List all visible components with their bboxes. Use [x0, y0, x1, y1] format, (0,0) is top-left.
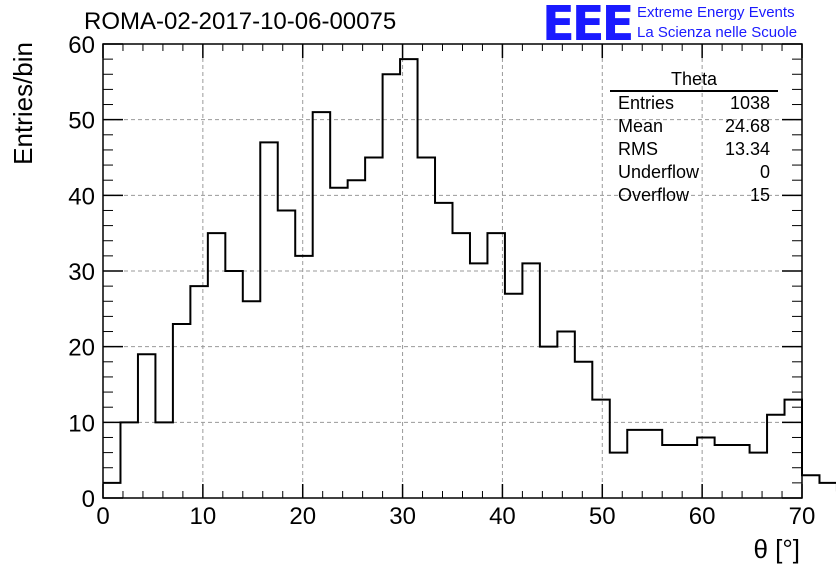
stats-box: Theta Entries 1038 Mean 24.68 RMS 13.34 …: [610, 68, 778, 207]
stat-row-entries: Entries 1038: [610, 92, 778, 115]
y-tick-label: 10: [68, 410, 95, 437]
histogram-bin: [243, 301, 260, 498]
histogram-bin: [348, 180, 365, 498]
stat-row-underflow: Underflow 0: [610, 161, 778, 184]
histogram-bin: [715, 445, 732, 498]
histogram-bin: [208, 233, 225, 498]
stat-row-mean: Mean 24.68: [610, 115, 778, 138]
histogram-bin: [260, 142, 277, 498]
histogram-bin: [575, 362, 592, 498]
histogram-bin: [295, 256, 312, 498]
stat-label: RMS: [618, 139, 658, 159]
histogram-bin: [802, 475, 819, 498]
y-tick-label: 60: [68, 32, 95, 59]
histogram-bin: [103, 483, 120, 498]
y-tick-label: 40: [68, 183, 95, 210]
y-tick-label: 30: [68, 259, 95, 286]
stat-value: 13.34: [724, 139, 770, 159]
histogram-bin: [522, 263, 539, 498]
histogram-bin: [767, 415, 784, 498]
histogram-bin: [470, 263, 487, 498]
x-tick-label: 10: [190, 503, 217, 530]
stat-row-overflow: Overflow 15: [610, 184, 778, 207]
histogram-bin: [225, 271, 242, 498]
logo-text: EEE: [542, 0, 634, 52]
histogram-bin: [120, 422, 137, 498]
histogram-bin: [138, 354, 155, 498]
histogram-bin: [418, 158, 435, 499]
stat-value: 1038: [729, 93, 770, 113]
histogram-bin: [190, 286, 207, 498]
histogram-bin: [697, 437, 714, 498]
histogram-outline: [103, 58, 836, 492]
histogram-bin: [330, 188, 347, 498]
stat-label: Underflow: [618, 162, 700, 182]
x-axis-label: θ [°]: [753, 534, 800, 564]
histogram-bin: [313, 112, 330, 498]
x-tick-label: 30: [389, 503, 416, 530]
stat-value: 15: [749, 185, 770, 205]
histogram: [103, 58, 836, 499]
stat-value: 24.68: [724, 116, 770, 136]
histogram-bin: [505, 294, 522, 498]
histogram-bin: [173, 324, 190, 498]
y-axis-label: Entries/bin: [8, 42, 38, 165]
axis-ticks: [102, 43, 803, 499]
histogram-bin: [732, 445, 749, 498]
grid: [103, 44, 802, 498]
histogram-bin: [627, 430, 644, 498]
histogram-bin: [750, 453, 767, 498]
histogram-bin: [365, 158, 382, 499]
histogram-bin: [453, 233, 470, 498]
histogram-bin: [278, 210, 295, 498]
x-tick-label: 40: [489, 503, 516, 530]
stat-value: 0: [759, 162, 770, 182]
logo-tagline-1: Extreme Energy Events: [637, 4, 795, 21]
histogram-bin: [592, 400, 609, 498]
eee-logo: EEE: [542, 0, 634, 48]
histogram-bin: [557, 332, 574, 498]
stats-title: Theta: [610, 68, 778, 92]
x-tick-label: 70: [789, 503, 816, 530]
stat-label: Overflow: [618, 185, 690, 205]
logo-tagline-2: La Scienza nelle Scuole: [637, 24, 798, 41]
histogram-bin: [435, 203, 452, 498]
stat-label: Entries: [618, 93, 675, 113]
y-tick-label: 20: [68, 335, 95, 362]
histogram-bin: [645, 430, 662, 498]
y-tick-label: 0: [82, 486, 95, 513]
histogram-bin: [662, 445, 679, 498]
plot-title: ROMA-02-2017-10-06-00075: [84, 8, 397, 35]
histogram-bin: [610, 453, 627, 498]
histogram-bin: [680, 445, 697, 498]
stat-row-rms: RMS 13.34: [610, 138, 778, 161]
x-tick-label: 20: [289, 503, 316, 530]
histogram-bin: [155, 422, 172, 498]
histogram-bin: [383, 74, 400, 498]
y-tick-label: 50: [68, 108, 95, 135]
histogram-bin: [819, 483, 836, 498]
x-tick-labels: 0 10 20 30 40 50 60 70: [96, 503, 815, 530]
y-tick-labels: 0 10 20 30 40 50 60: [68, 32, 95, 513]
stat-label: Mean: [618, 116, 664, 136]
x-tick-label: 0: [96, 503, 109, 530]
x-tick-label: 50: [589, 503, 616, 530]
x-tick-label: 60: [689, 503, 716, 530]
